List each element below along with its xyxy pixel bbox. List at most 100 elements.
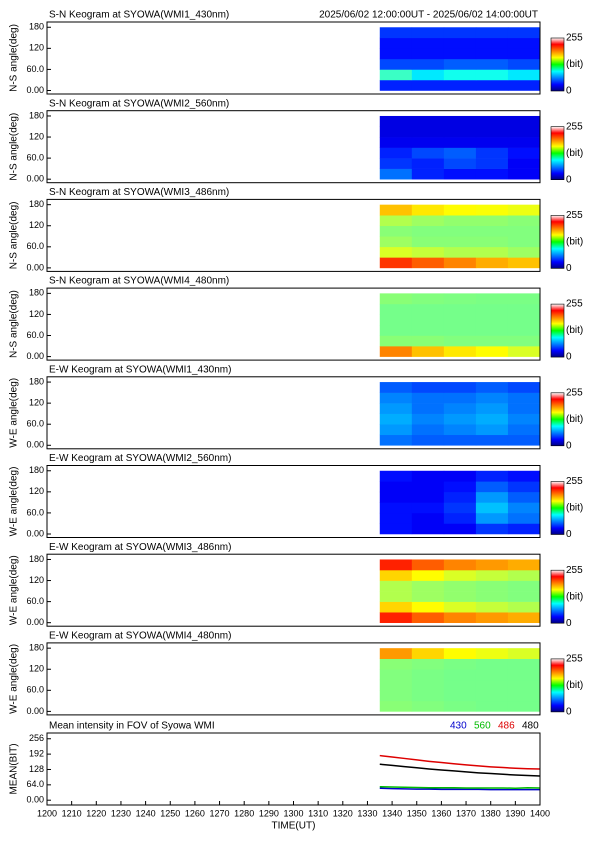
heatmap-cell [411,669,445,681]
heatmap-cell [475,293,509,305]
heatmap-cell [475,413,509,425]
y-tick-label: 0.00 [26,174,44,184]
heatmap-cell [411,382,445,393]
heatmap-cell [379,580,413,592]
heatmap-cell [475,257,509,269]
x-tick-label: 1300 [283,808,303,818]
heatmap-cell [411,147,445,159]
y-tick-label: 60.0 [26,330,44,340]
heatmap-cell [443,413,477,425]
heatmap-cell [379,403,413,414]
colorbar-tick-label: 0 [566,529,572,540]
heatmap-cell [379,126,413,138]
heatmap-cell [475,523,509,535]
heatmap-cell [379,612,413,623]
heatmap-cell [379,346,413,357]
x-tick-label: 1310 [308,808,328,818]
heatmap-cell [411,335,445,347]
heatmap-cell [379,204,413,216]
heatmap-cell [411,324,445,336]
panel-title: S-N Keogram at SYOWA(WMI4_480nm) [49,276,229,287]
y-axis-label: N-S angle(deg) [9,113,20,181]
y-tick-label: 0.00 [26,617,44,627]
colorbar-label: (bit) [566,325,583,336]
heatmap-cell [507,58,541,70]
heatmap-cell [379,115,413,127]
heatmap-cell [507,413,541,425]
heatmap-cell [507,215,541,227]
heatmap-cell [443,126,477,138]
heatmap-cell [475,392,509,404]
y-tick-label: 60.0 [26,507,44,517]
heatmap-cell [379,48,413,60]
y-tick-label: 0.00 [26,795,44,805]
y-tick-label: 60.0 [26,64,44,74]
panel-title: S-N Keogram at SYOWA(WMI3_486nm) [49,187,229,198]
heatmap-cell [507,27,541,39]
heatmap-cell [379,137,413,148]
heatmap-cell [443,424,477,436]
heatmap-cell [443,591,477,602]
heatmap-cell [443,648,477,660]
plot-frame [46,553,541,627]
heatmap-cell [507,523,541,535]
heatmap-cell [443,225,477,237]
heatmap-cell [443,679,477,691]
heatmap-cell [411,215,445,227]
panel-title: E-W Keogram at SYOWA(WMI4_480nm) [49,631,231,642]
x-tick-label: 1340 [382,808,402,818]
y-tick-label: 120 [29,664,44,674]
heatmap-cell [411,246,445,258]
y-axis-label: N-S angle(deg) [9,290,20,358]
legend-entry: 560 [474,721,491,732]
x-tick-label: 1230 [111,808,131,818]
heatmap-cell [443,115,477,127]
heatmap-cell [443,512,477,524]
y-tick-label: 180 [29,376,44,386]
heatmap-cell [411,413,445,425]
y-tick-label: 180 [29,22,44,32]
colorbar [550,569,565,624]
heatmap-cell [507,392,541,404]
heatmap-cell [475,679,509,691]
colorbar-tick-label: 255 [566,476,583,487]
heatmap-cell [475,147,509,159]
heatmap-cell [475,690,509,702]
y-axis-label: W-E angle(deg) [9,644,20,714]
heatmap-cell [475,648,509,660]
heatmap-cell [411,79,445,91]
x-tick-label: 1210 [62,808,82,818]
heatmap-cell [507,570,541,581]
heatmap-cell [507,257,541,269]
series-line [379,754,541,770]
heatmap-cell [507,658,541,670]
heatmap-cell [443,204,477,216]
heatmap-cell [443,658,477,670]
heatmap-cell [443,700,477,712]
heatmap-cell [411,403,445,414]
heatmap-cell [411,559,445,571]
heatmap-cell [443,236,477,248]
heatmap-cell [443,293,477,305]
colorbar-tick-label: 0 [566,174,572,185]
heatmap-cell [411,48,445,60]
heatmap-cell [475,512,509,524]
y-tick-label: 60.0 [26,241,44,251]
heatmap-cell [379,434,413,446]
heatmap-cell [507,158,541,169]
heatmap-cell [475,580,509,592]
heatmap-cell [443,690,477,702]
heatmap-cell [411,424,445,436]
heatmap-cell [411,580,445,592]
heatmap-cell [379,215,413,227]
heatmap-cell [443,215,477,227]
heatmap-cell [379,225,413,237]
heatmap-cell [507,612,541,623]
heatmap-cell [379,424,413,436]
heatmap-cell [443,257,477,269]
heatmap-cell [475,246,509,258]
heatmap-cell [411,346,445,357]
heatmap-cell [475,69,509,81]
heatmap-cell [411,225,445,237]
